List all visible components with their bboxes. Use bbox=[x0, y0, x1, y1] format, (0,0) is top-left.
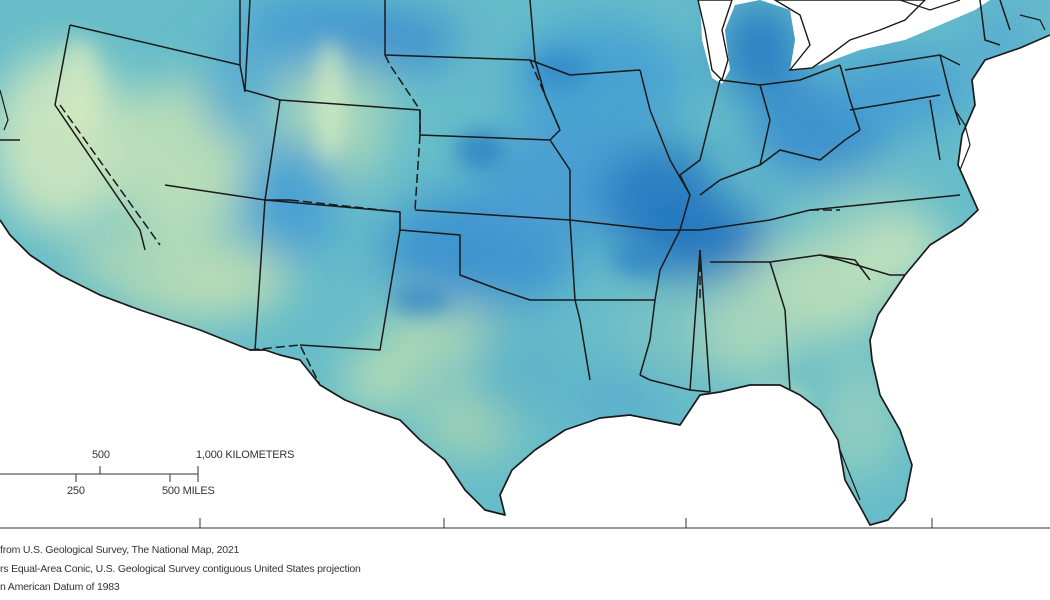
great-lakes bbox=[697, 0, 926, 82]
scale-km-1000: 1,000 KILOMETERS bbox=[196, 449, 295, 461]
credit-projection: rs Equal-Area Conic, U.S. Geological Sur… bbox=[0, 563, 361, 575]
state-borders-dashed bbox=[59, 54, 840, 386]
map-frame-ticks bbox=[0, 518, 1050, 529]
scale-bar bbox=[0, 466, 199, 482]
coastline-details bbox=[0, 0, 1046, 501]
scale-miles-250: 250 bbox=[67, 485, 85, 497]
scale-miles-500: 500 MILES bbox=[162, 485, 215, 497]
credit-source: from U.S. Geological Survey, The Nationa… bbox=[0, 544, 240, 556]
credit-datum: n American Datum of 1983 bbox=[0, 581, 120, 593]
scale-km-500: 500 bbox=[92, 449, 110, 461]
